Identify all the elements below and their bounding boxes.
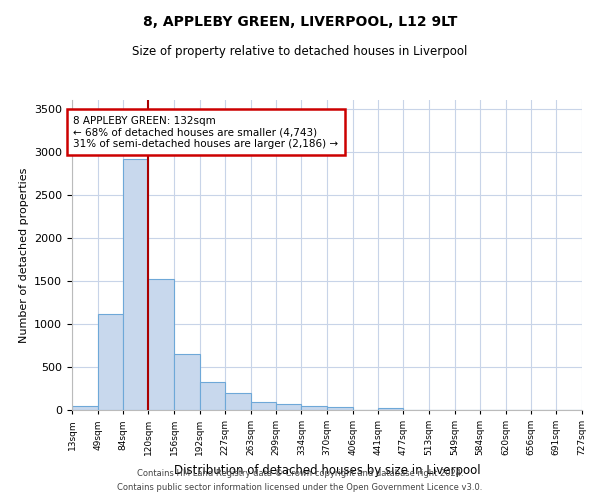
Bar — [72, 406, 98, 410]
Bar — [98, 314, 123, 410]
Bar — [378, 408, 403, 410]
Text: Size of property relative to detached houses in Liverpool: Size of property relative to detached ho… — [133, 45, 467, 58]
Text: 8, APPLEBY GREEN, LIVERPOOL, L12 9LT: 8, APPLEBY GREEN, LIVERPOOL, L12 9LT — [143, 15, 457, 29]
Bar — [225, 393, 251, 410]
Bar — [327, 407, 353, 410]
Bar — [301, 406, 327, 410]
Text: 8 APPLEBY GREEN: 132sqm
← 68% of detached houses are smaller (4,743)
31% of semi: 8 APPLEBY GREEN: 132sqm ← 68% of detache… — [73, 116, 338, 148]
X-axis label: Distribution of detached houses by size in Liverpool: Distribution of detached houses by size … — [173, 464, 481, 476]
Bar — [251, 402, 276, 410]
Bar — [200, 382, 225, 410]
Text: Contains HM Land Registry data © Crown copyright and database right 2024.: Contains HM Land Registry data © Crown c… — [137, 468, 463, 477]
Bar — [174, 354, 200, 410]
Bar — [148, 279, 174, 410]
Text: Contains public sector information licensed under the Open Government Licence v3: Contains public sector information licen… — [118, 484, 482, 492]
Bar — [276, 404, 301, 410]
Bar — [123, 158, 148, 410]
Y-axis label: Number of detached properties: Number of detached properties — [19, 168, 29, 342]
